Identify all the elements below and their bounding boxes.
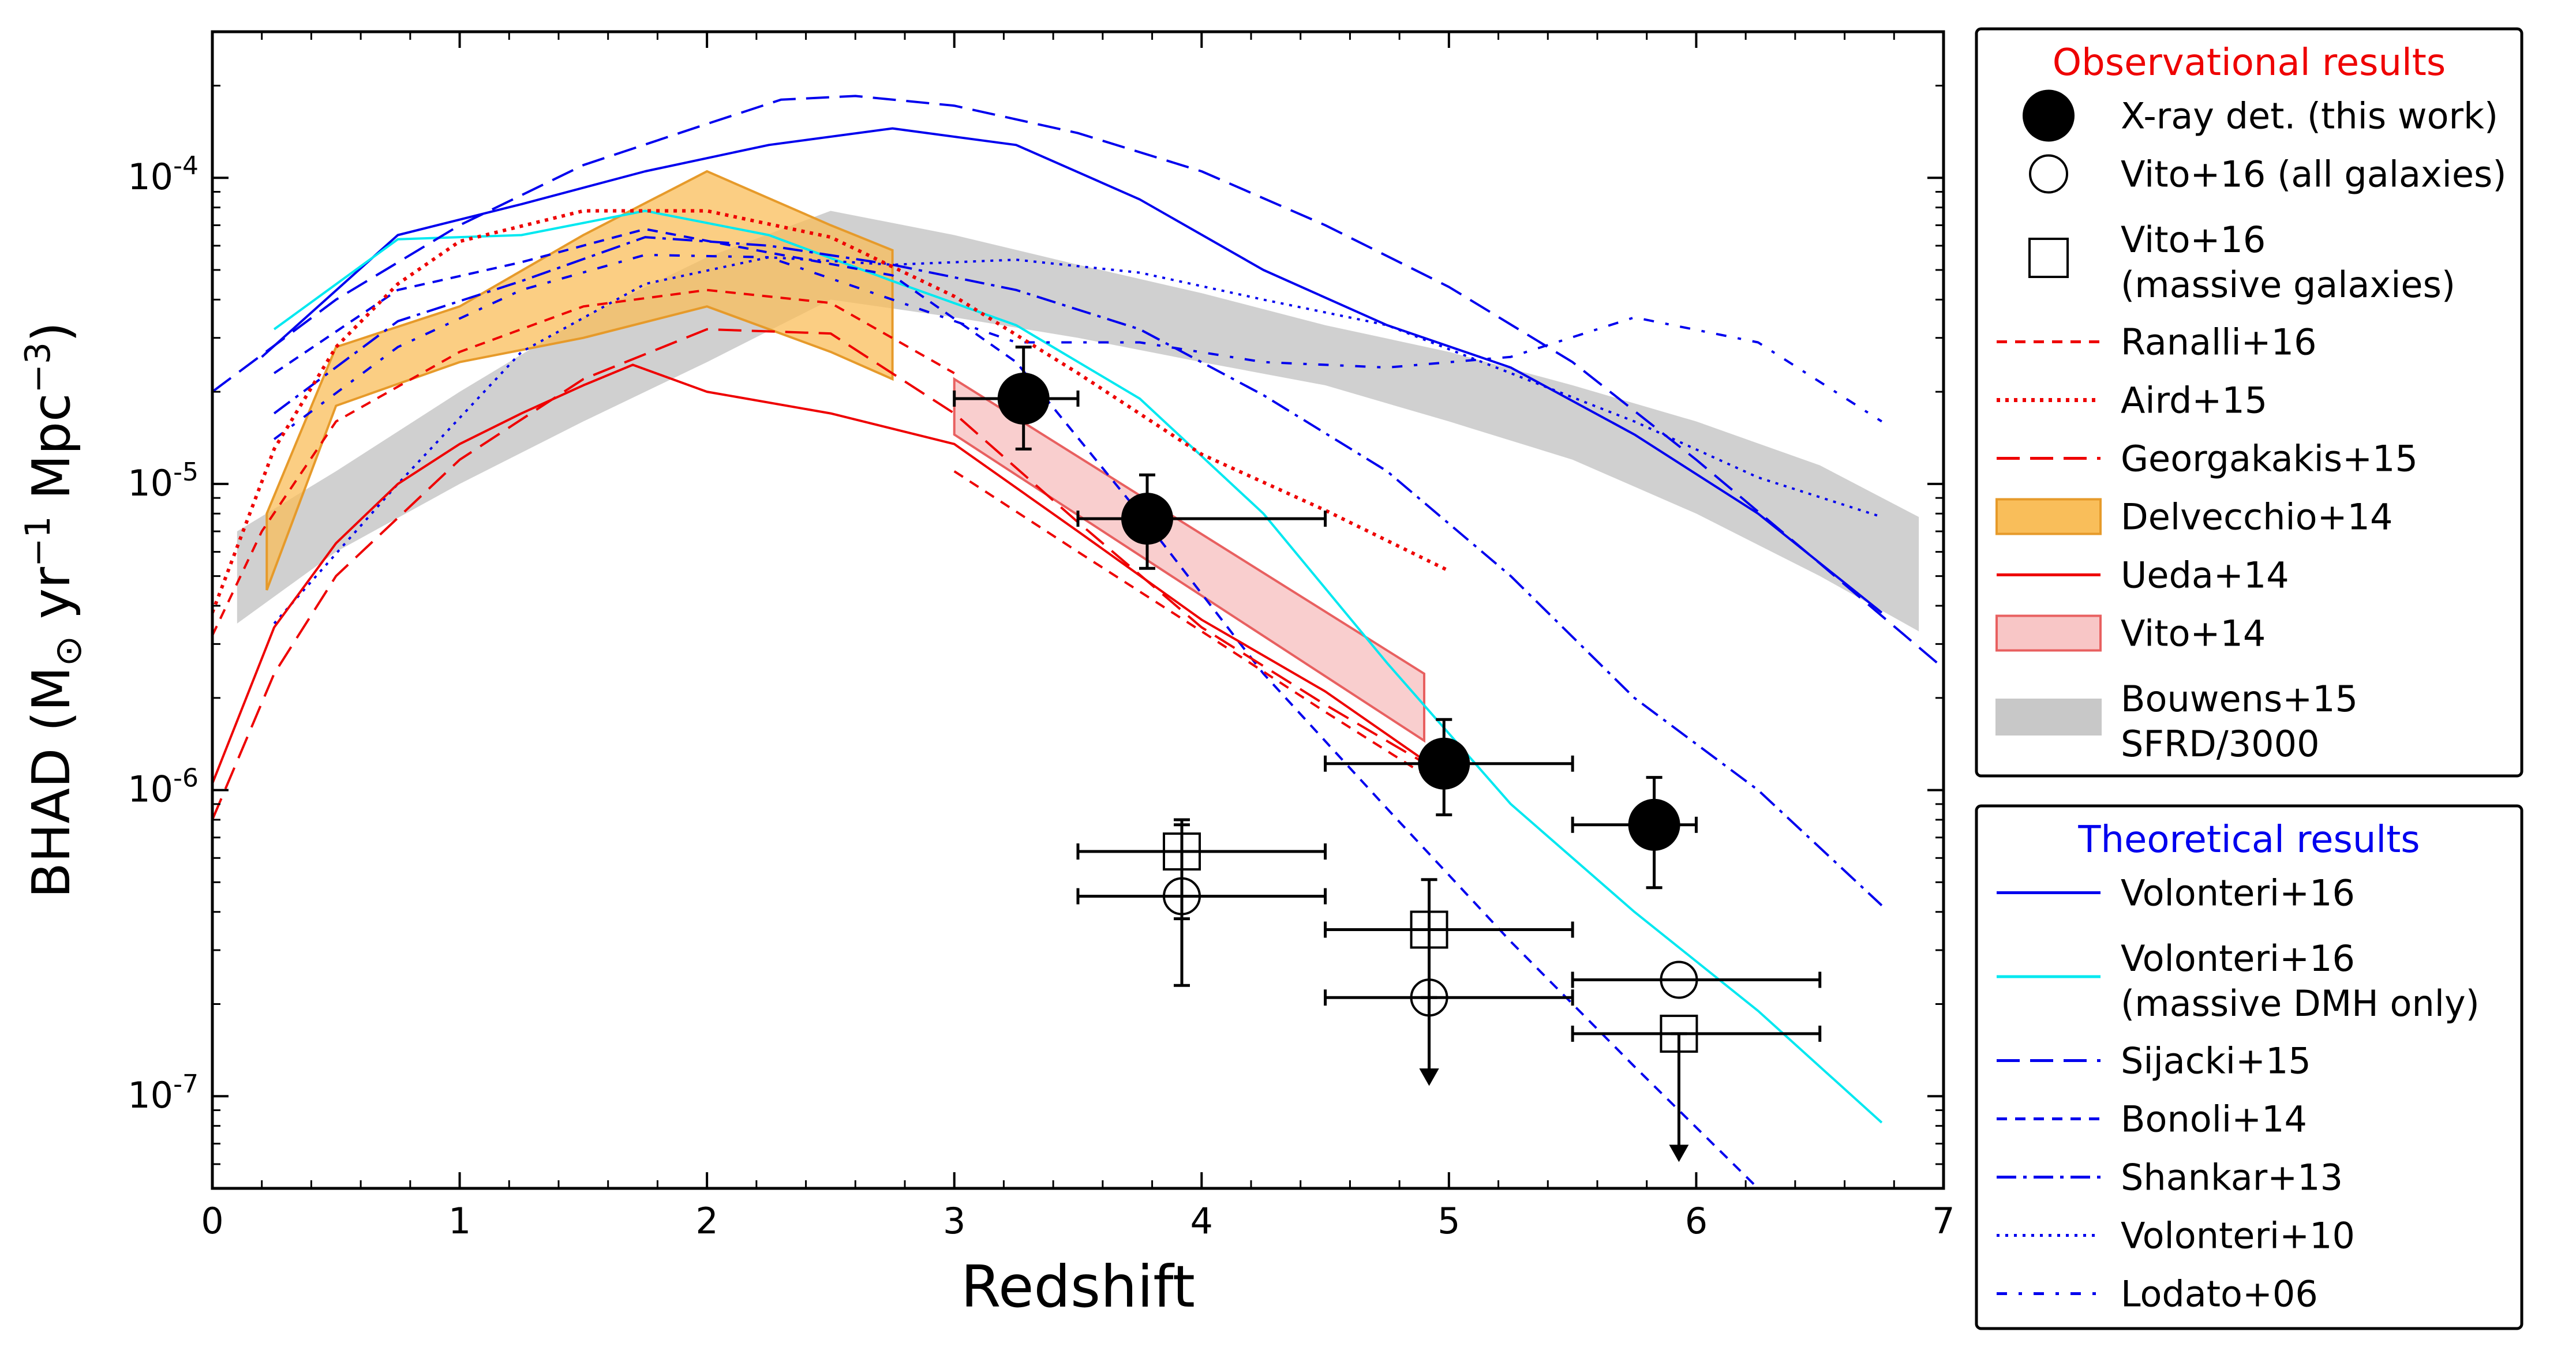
legend-entry-georgakakis-15: Georgakakis+15 [1997, 438, 2418, 480]
legend-entry-vito-16-all-galaxies: Vito+16 (all galaxies) [2029, 153, 2507, 196]
legend-entry-x-ray-det-this-work: X-ray det. (this work) [2023, 89, 2498, 142]
series-line-sijacki-15 [212, 95, 1944, 669]
x-axis-label: Redshift [961, 1253, 1195, 1320]
legend-theoretical: Theoretical resultsVolonteri+16Volonteri… [1975, 804, 2523, 1330]
legend-observational-frame [1975, 27, 2523, 778]
open-square-marker [1410, 910, 1448, 949]
x-tick-label: 4 [1190, 1200, 1213, 1242]
data-point-vito-16-massive-galaxies-7 [1076, 818, 1327, 921]
plot-frame [211, 30, 1945, 1190]
legend-entry-shankar-13: Shankar+13 [1997, 1157, 2343, 1199]
legend-label: Vito+16 (all galaxies) [2121, 153, 2507, 196]
legends: Observational results X-ray det. (this wo… [1975, 27, 2523, 1330]
legend-observational-title: Observational results [2053, 42, 2446, 84]
legend-entry-ueda-14: Ueda+14 [1997, 554, 2289, 596]
legend-entry-ranalli-16: Ranalli+16 [1997, 321, 2317, 363]
legend-label: Aird+15 [2121, 380, 2267, 422]
legend-observational: Observational results X-ray det. (this wo… [1975, 27, 2523, 778]
legend-label: Volonteri+16 [2121, 872, 2355, 914]
filled-circle-marker [1121, 493, 1173, 545]
band-delvecchio-14 [265, 170, 894, 591]
legend-label: Vito+14 [2121, 613, 2266, 655]
legend-entry-volonteri-16: Volonteri+16 [1997, 872, 2355, 914]
legend-label: Volonteri+10 [2121, 1215, 2355, 1257]
legend-marker-open-circle [2029, 154, 2068, 194]
legend-patch-swatch [1995, 614, 2102, 652]
legend-label: Bonoli+14 [2121, 1098, 2307, 1140]
legend-label: Sijacki+15 [2121, 1040, 2311, 1082]
legend-label: Ueda+14 [2121, 554, 2289, 596]
legend-entry-lodato-06: Lodato+06 [1997, 1273, 2318, 1315]
upper-limit-arrow [1669, 1145, 1689, 1162]
data-point-vito-16-massive-galaxies-8 [1324, 878, 1574, 1086]
legend-patch-swatch [1995, 699, 2102, 736]
legend-label: Bouwens+15 [2121, 678, 2358, 720]
y-tick-label: 10-5 [128, 457, 199, 504]
x-tick-label: 0 [201, 1200, 223, 1242]
legend-label: X-ray det. (this work) [2121, 95, 2498, 137]
legend-marker-filled-circle [2023, 89, 2075, 142]
plot-area [212, 95, 1944, 1188]
x-tick-label: 2 [695, 1200, 718, 1242]
data-point-x-ray-det-this-work-0 [953, 346, 1080, 451]
legend-entry-bonoli-14: Bonoli+14 [1997, 1098, 2307, 1140]
filled-circle-marker [997, 372, 1050, 425]
x-tick-label: 3 [943, 1200, 965, 1242]
series-line-volonteri-16-massive-dmh [273, 209, 1883, 1124]
legend-entry-volonteri-16-massive-dmh-only: Volonteri+16(massive DMH only) [1997, 937, 2480, 1025]
legend-label: Volonteri+16 [2121, 937, 2355, 980]
legend-label: Vito+16 [2121, 219, 2266, 261]
open-circle-marker [1660, 960, 1698, 999]
series-line-georgakakis-15 [212, 328, 1450, 820]
series-line-ranalli-16 [212, 288, 955, 636]
data-point-x-ray-det-this-work-2 [1324, 718, 1574, 817]
filled-circle-marker [1418, 737, 1470, 790]
legend-label: Lodato+06 [2121, 1273, 2318, 1315]
legend-entry-volonteri-10: Volonteri+10 [1997, 1215, 2355, 1257]
series-line-shankar-13 [273, 236, 1883, 906]
x-tick-label: 1 [448, 1200, 471, 1242]
data-point-x-ray-det-this-work-3 [1571, 776, 1698, 890]
x-tick-label: 6 [1685, 1200, 1708, 1242]
legend-entry-aird-15: Aird+15 [1997, 380, 2267, 422]
legend-theoretical-frame [1975, 804, 2523, 1330]
data-point-vito-16-all-galaxies-6 [1571, 960, 1822, 999]
series-line-aird-15 [212, 209, 1450, 613]
legend-marker-open-square [2028, 238, 2069, 278]
y-tick-label: 10-6 [128, 764, 199, 811]
open-square-marker [1163, 832, 1201, 871]
legend-patch-swatch [1995, 498, 2102, 535]
axes: 0 1 2 3 4 5 6 7 10-4 10-5 10-6 10-7 Redshift BHAD (M⊙… [18, 30, 1955, 1320]
series-line-lodato-06 [273, 253, 1882, 440]
series-line-ranalli-16-high-z [953, 470, 1450, 791]
y-axis-label: BHAD (M⊙ yr−1 Mpc−3) [18, 322, 90, 898]
legend-label: Delvecchio+14 [2121, 496, 2392, 538]
legend-theoretical-title: Theoretical results [2077, 819, 2420, 861]
legend-label-line2: (massive DMH only) [2121, 982, 2480, 1025]
open-square-marker [1660, 1014, 1698, 1053]
legend-label: Ranalli+16 [2121, 321, 2317, 363]
legend-entry-delvecchio-14: Delvecchio+14 [1995, 496, 2392, 538]
data-point-vito-16-massive-galaxies-9 [1571, 1014, 1822, 1162]
series-line-volonteri-16 [261, 127, 1883, 614]
x-tick-label: 5 [1437, 1200, 1460, 1242]
legend-entry-vito-14: Vito+14 [1995, 613, 2266, 655]
legend-entry-sijacki-15: Sijacki+15 [1997, 1040, 2311, 1082]
series-line-ueda-14 [212, 363, 1450, 785]
y-tick-label: 10-4 [128, 151, 199, 198]
legend-label: Georgakakis+15 [2121, 438, 2418, 480]
legend-label-line2: (massive galaxies) [2121, 264, 2455, 306]
legend-entry-vito-16-massive-galaxies: Vito+16(massive galaxies) [2028, 219, 2455, 306]
filled-circle-marker [1628, 798, 1680, 851]
x-tick-label: 7 [1932, 1200, 1955, 1242]
series-line-volonteri-10 [273, 256, 1882, 625]
y-tick-label: 10-7 [128, 1070, 199, 1116]
upper-limit-arrow [1419, 1068, 1439, 1086]
legend-label-line2: SFRD/3000 [2121, 723, 2320, 765]
band-vito-14 [953, 377, 1425, 743]
data-point-x-ray-det-this-work-1 [1076, 473, 1327, 570]
legend-label: Shankar+13 [2121, 1157, 2343, 1199]
